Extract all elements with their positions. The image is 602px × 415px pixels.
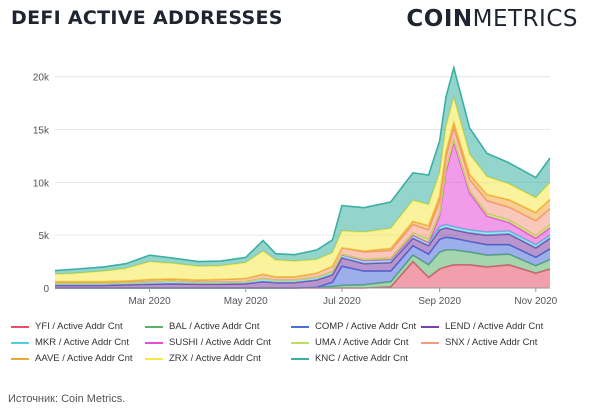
x-tick-label: Jul 2020 (323, 296, 361, 307)
legend-item: UMA / Active Addr Cnt (291, 337, 408, 348)
brand-logo-bold: COIN (406, 6, 473, 32)
legend-label: KNC / Active Addr Cnt (315, 353, 408, 364)
legend-swatch (421, 341, 439, 344)
legend-swatch (11, 325, 29, 328)
legend-label: BAL / Active Addr Cnt (169, 321, 260, 332)
y-tick-label: 20k (33, 73, 50, 84)
legend-item: SNX / Active Addr Cnt (421, 337, 537, 348)
x-tick-label: Sep 2020 (418, 296, 461, 307)
legend-item: SUSHI / Active Addr Cnt (145, 337, 271, 348)
legend-item: LEND / Active Addr Cnt (421, 321, 543, 332)
legend-swatch (291, 325, 309, 328)
brand-logo: COINMETRICS (406, 6, 578, 32)
legend-swatch (11, 341, 29, 344)
legend-item: COMP / Active Addr Cnt (291, 321, 416, 332)
legend-swatch (145, 357, 163, 360)
legend-item: MKR / Active Addr Cnt (11, 337, 129, 348)
legend-label: SUSHI / Active Addr Cnt (169, 337, 271, 348)
legend-label: LEND / Active Addr Cnt (445, 321, 544, 332)
legend-item: AAVE / Active Addr Cnt (11, 353, 133, 364)
x-tick-label: Mar 2020 (128, 296, 171, 307)
legend-swatch (421, 325, 439, 328)
legend-item: KNC / Active Addr Cnt (291, 353, 408, 364)
chart-card: DEFI ACTIVE ADDRESSES COINMETRICS 0 5k 10k… (11, 6, 578, 364)
legend-item: YFI / Active Addr Cnt (11, 321, 123, 332)
legend-item: BAL / Active Addr Cnt (145, 321, 259, 332)
legend-label: COMP / Active Addr Cnt (315, 321, 417, 332)
source-note: Источник: Coin Metrics. (8, 393, 126, 405)
legend-label: ZRX / Active Addr Cnt (169, 353, 261, 364)
legend-swatch (11, 357, 29, 360)
legend-swatch (291, 341, 309, 344)
legend-item: ZRX / Active Addr Cnt (145, 353, 261, 364)
y-tick-label: 0 (43, 284, 49, 295)
brand-logo-light: METRICS (472, 6, 578, 32)
x-tick-label: May 2020 (224, 296, 268, 307)
legend-swatch (291, 357, 309, 360)
legend-label: YFI / Active Addr Cnt (35, 321, 123, 332)
page-title: DEFI ACTIVE ADDRESSES (11, 7, 283, 29)
legend-label: AAVE / Active Addr Cnt (35, 353, 133, 364)
series-line-10 (54, 64, 551, 272)
y-tick-label: 15k (33, 126, 50, 137)
legend-label: MKR / Active Addr Cnt (35, 337, 129, 348)
x-tick-label: Nov 2020 (514, 296, 557, 307)
legend-label: UMA / Active Addr Cnt (315, 337, 409, 348)
area-0 (55, 261, 550, 288)
stacked-area-chart: 0 5k 10k 15k 20k Mar 2020 May 2020 Jul 2020 Sep … (33, 64, 558, 307)
legend-swatch (145, 341, 163, 344)
y-tick-label: 5k (38, 231, 50, 242)
legend-swatch (145, 325, 163, 328)
area-5 (55, 142, 550, 284)
legend-label: SNX / Active Addr Cnt (445, 337, 538, 348)
y-tick-label: 10k (33, 178, 50, 189)
